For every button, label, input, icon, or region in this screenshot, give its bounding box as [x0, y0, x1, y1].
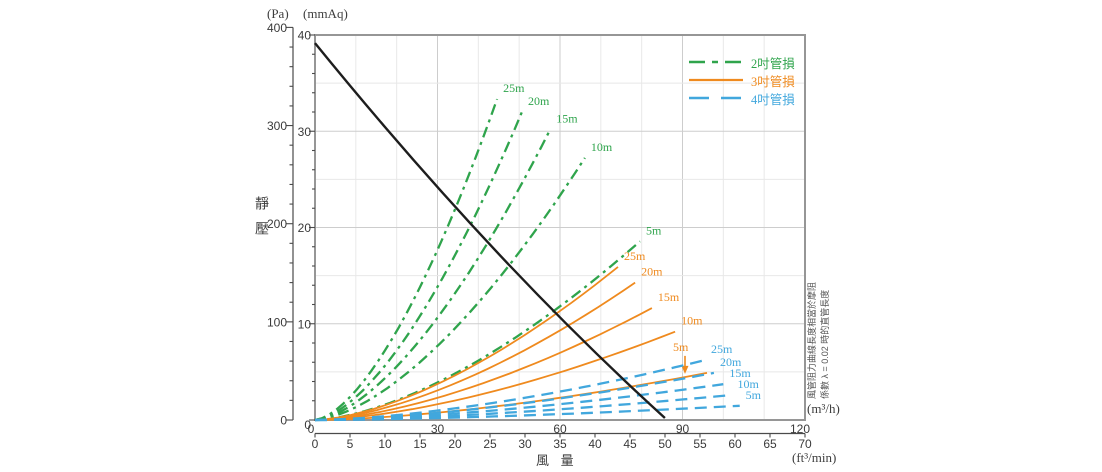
ft3min-tick-label: 5	[347, 437, 354, 451]
curve-3inch-20m	[314, 281, 636, 421]
mmaq-tick-label: 30	[298, 125, 312, 139]
curve-4inch-10m	[314, 393, 732, 422]
pa-tick-label: 400	[267, 21, 287, 35]
duct-resistance-note-line1: 風管阻力曲線長度相當於摩阻	[807, 281, 817, 399]
curve-label-3inch-20m: 20m	[641, 265, 663, 279]
ft3min-tick-label: 50	[658, 437, 672, 451]
legend-line-3inch-icon	[689, 78, 743, 82]
mmaq-tick-label: 20	[298, 221, 312, 235]
duct-resistance-note: 風管阻力曲線長度相當於摩阻 係數 λ = 0.02 時的直管長度	[806, 281, 832, 399]
legend-label-3inch: 3吋管損	[751, 74, 795, 89]
ft3min-tick-label: 35	[553, 437, 567, 451]
mmaq-tick-label: 10	[298, 317, 312, 331]
pa-tick-label: 300	[267, 119, 287, 133]
pa-tick-label: 100	[267, 315, 287, 329]
curve-2inch-10m	[314, 157, 586, 422]
legend-item-4inch: 4吋管損	[688, 89, 795, 107]
curve-3inch-10m	[314, 330, 676, 421]
m3h-tick-label: 30	[431, 422, 445, 436]
legend: 2吋管損 3吋管損 4吋管損	[688, 53, 795, 107]
curve-3inch-25m	[314, 266, 619, 421]
curve-label-4inch-5m: 5m	[746, 388, 762, 402]
legend-label-4inch: 4吋管損	[751, 92, 795, 107]
curve-label-3inch-15m: 15m	[658, 290, 680, 304]
legend-line-4inch-icon	[689, 96, 743, 100]
pa-unit-label: (Pa)	[267, 6, 289, 21]
fan-performance-curve	[314, 42, 666, 419]
ft3min-tick-label: 55	[693, 437, 707, 451]
curve-label-2inch-15m: 15m	[556, 111, 578, 125]
curve-3inch-15m	[314, 307, 653, 421]
mmaq-unit-label: (mmAq)	[303, 6, 348, 21]
curve-label-4inch-25m: 25m	[711, 342, 733, 356]
duct-resistance-note-line2: 係數 λ = 0.02 時的直管長度	[820, 289, 830, 399]
curve-label-3inch-5m: 5m	[673, 340, 689, 354]
legend-item-2inch: 2吋管損	[688, 53, 795, 71]
pa-tick-label: 200	[267, 217, 287, 231]
curve-4inch-5m	[314, 404, 740, 422]
ft3min-tick-label: 15	[413, 437, 427, 451]
static-pressure-axis-title: 靜壓	[254, 196, 270, 246]
curve-2inch-25m	[314, 98, 499, 422]
curve-label-2inch-20m: 20m	[528, 94, 550, 108]
m3h-tick-label: 120	[790, 422, 810, 436]
ft3min-tick-label: 25	[483, 437, 497, 451]
curve-label-3inch-10m: 10m	[681, 314, 703, 328]
curve-label-2inch-5m: 5m	[646, 223, 662, 237]
ft3min-tick-label: 10	[378, 437, 392, 451]
curve-label-4inch-15m: 15m	[729, 366, 751, 380]
ft3min-unit-label: (ft³/min)	[792, 450, 837, 465]
m3h-tick-label: 90	[676, 422, 690, 436]
airflow-axis-title: 風 量	[536, 453, 578, 468]
ft3min-tick-label: 40	[588, 437, 602, 451]
ft3min-tick-label: 70	[798, 437, 812, 451]
mmaq-tick-label: 0	[304, 418, 311, 432]
ft3min-tick-label: 45	[623, 437, 637, 451]
curve-pointer-arrowhead	[681, 365, 689, 374]
legend-item-3inch: 3吋管損	[688, 71, 795, 89]
m3h-tick-label: 60	[553, 422, 567, 436]
m3h-tick-label: 0	[308, 422, 315, 436]
ft3min-tick-label: 65	[763, 437, 777, 451]
curve-label-4inch-10m: 10m	[738, 377, 760, 391]
curve-2inch-20m	[314, 111, 524, 422]
legend-line-2inch-icon	[689, 60, 743, 64]
ft3min-tick-label: 60	[728, 437, 742, 451]
curve-label-2inch-25m: 25m	[503, 81, 525, 95]
curve-2inch-15m	[314, 128, 552, 422]
curve-label-4inch-20m: 20m	[720, 355, 742, 369]
curve-label-3inch-25m: 25m	[624, 249, 646, 263]
ft3min-tick-label: 0	[312, 437, 319, 451]
mmaq-tick-label: 40	[298, 29, 312, 43]
curve-label-2inch-10m: 10m	[591, 140, 613, 154]
ft3min-tick-label: 20	[448, 437, 462, 451]
m3h-unit-label: (m³/h)	[807, 401, 840, 416]
legend-label-2inch: 2吋管損	[751, 56, 795, 71]
pa-tick-label: 0	[280, 414, 287, 428]
ft3min-tick-label: 30	[518, 437, 532, 451]
